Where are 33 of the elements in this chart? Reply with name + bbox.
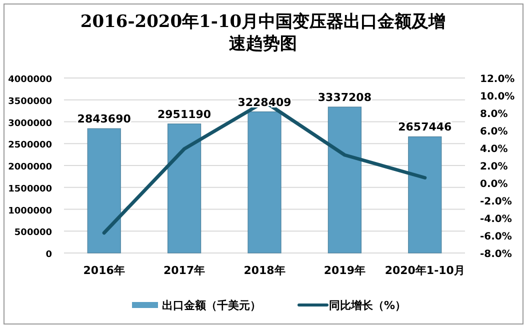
x-tick-label: 2019年 [324,264,366,277]
bar [328,106,362,254]
y2-tick-label: 4.0% [480,144,508,155]
y-tick-label: 3000000 [8,118,52,129]
x-tick-label: 2020年1-10月 [384,264,465,277]
legend-label: 出口金额（千美元） [162,299,261,312]
y-tick-label: 4000000 [8,75,52,85]
y2-tick-label: -6.0% [480,232,512,242]
legend-label: 同比增长（%） [329,299,406,312]
y-tick-label: 2500000 [8,140,52,151]
y2-tick-label: 0.0% [480,179,508,190]
y2-tick-label: -8.0% [480,249,512,260]
x-tick-label: 2018年 [244,264,286,277]
y2-tick-label: 8.0% [480,109,508,120]
y-tick-label: 500000 [14,228,52,238]
y2-tick-label: 10.0% [480,92,515,102]
y-tick-label: 1500000 [8,184,52,194]
y2-tick-label: 12.0% [480,74,515,85]
y-tick-label: 0 [46,250,52,260]
y-tick-label: 3500000 [8,96,52,107]
title: 2016-2020年1-10月中国变压器出口金额及增速趋势图 [80,12,446,54]
x-tick-label: 2016年 [83,264,125,277]
y-tick-label: 1000000 [8,206,52,216]
y2-tick-label: -2.0% [480,196,512,208]
y2-tick-label: 6.0% [480,126,508,138]
bar [408,136,442,254]
bar [168,124,202,254]
y2-tick-label: 2.0% [480,162,508,172]
y2-tick-label: -4.0% [480,214,512,225]
y-tick-label: 2000000 [8,162,52,172]
bar [248,111,282,254]
x-tick-label: 2017年 [163,264,206,277]
bar [87,128,121,254]
